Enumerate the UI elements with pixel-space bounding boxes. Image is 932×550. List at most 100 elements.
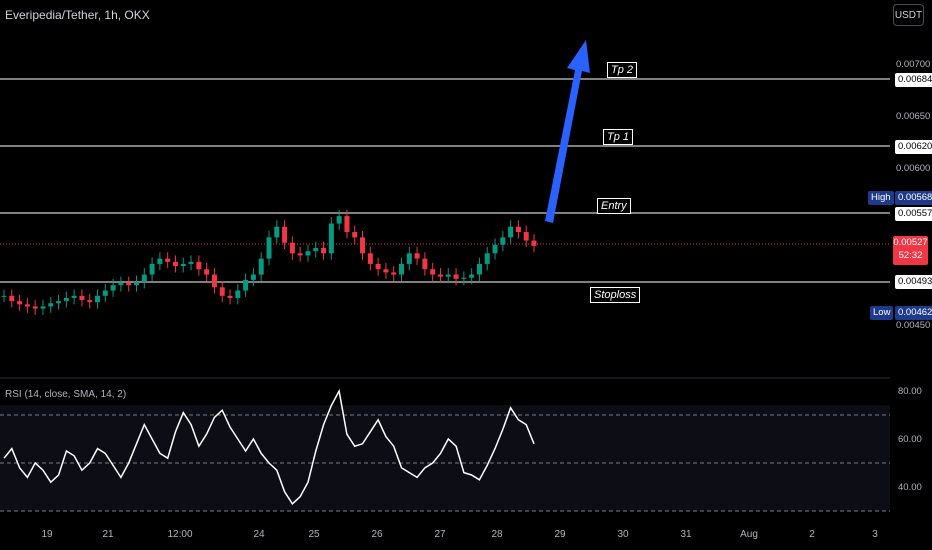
candle-body [445, 274, 451, 277]
candle-body [211, 274, 217, 288]
candle-body [305, 251, 311, 256]
candle-body [476, 263, 482, 275]
x-tick: 24 [253, 529, 265, 540]
candle-body [367, 253, 373, 264]
rsi-line [3, 388, 535, 505]
x-tick: Aug [740, 529, 758, 540]
candle-body [399, 263, 404, 275]
x-tick: 29 [554, 529, 566, 540]
candle-body [63, 297, 69, 302]
candle-body [17, 301, 23, 305]
candle-body [258, 258, 264, 275]
candle-body [196, 261, 202, 270]
currency-button[interactable]: USDT [893, 4, 924, 26]
candle-body [79, 295, 85, 301]
tp2-price-box: 0.00684 [895, 73, 932, 87]
rsi-tick: 60.00 [898, 434, 922, 445]
candle-body [235, 290, 241, 298]
tp2-label[interactable]: Tp 2 [607, 62, 638, 78]
rsi-band-background [0, 405, 890, 511]
candle-body [321, 247, 327, 254]
candle-body [360, 237, 366, 254]
x-tick: 21 [102, 529, 114, 540]
x-tick: 28 [491, 529, 503, 540]
x-tick: 12:00 [167, 529, 193, 540]
candle-body [102, 290, 108, 296]
price-tick: 0.00600 [896, 163, 931, 174]
candle-body [157, 258, 163, 264]
candle-body [95, 295, 101, 303]
candle-body [453, 274, 459, 279]
low-value: 0.00462 [895, 306, 932, 320]
candle-body [227, 295, 233, 298]
candle-body [406, 253, 412, 264]
candle-body [141, 274, 147, 282]
candle-body [188, 261, 194, 264]
price-tick: 0.00700 [896, 59, 931, 70]
candle-body [165, 258, 171, 262]
candle-body [313, 247, 319, 252]
price-tick: 0.00450 [896, 320, 931, 331]
candle-body [352, 232, 358, 238]
candle-body [461, 277, 467, 279]
stoploss-label[interactable]: Stoploss [590, 287, 641, 303]
candle-body [274, 226, 280, 238]
candle-body [243, 279, 249, 291]
candle-body [515, 226, 521, 233]
candle-body [149, 263, 155, 275]
candle-body [250, 274, 256, 280]
rsi-indicator-label[interactable]: RSI (14, close, SMA, 14, 2) [5, 389, 127, 400]
target-arrow[interactable] [545, 40, 590, 223]
candle-body [134, 282, 139, 286]
candle-body [56, 301, 62, 304]
x-tick: 25 [308, 529, 320, 540]
candle-body [48, 303, 54, 307]
current-price: 0.00527 [893, 237, 928, 248]
rsi-tick: 80.00 [898, 386, 922, 397]
candle-body [172, 261, 178, 267]
candle-body [375, 263, 381, 270]
rsi-tick: 40.00 [898, 482, 922, 493]
bar-countdown: 52:32 [898, 250, 923, 261]
candle-body [180, 263, 186, 267]
candle-body [110, 285, 116, 291]
entry-label[interactable]: Entry [597, 198, 631, 214]
symbol-title[interactable]: Everipedia/Tether, 1h, OKX [5, 8, 150, 22]
high-value: 0.00568 [895, 191, 932, 205]
candle-body [500, 237, 506, 245]
candle-body [289, 242, 295, 254]
current-price-box: 0.00527 52:32 [893, 236, 928, 265]
candle-body [71, 295, 77, 298]
candle-body [531, 240, 537, 246]
tp1-label[interactable]: Tp 1 [603, 129, 634, 145]
candle-body [266, 237, 272, 259]
tp1-price-box: 0.00620 [895, 140, 932, 154]
candle-body [469, 274, 475, 278]
candle-body [126, 283, 132, 286]
x-tick: 2 [809, 529, 815, 540]
x-tick: 27 [434, 529, 446, 540]
low-tag: Low [870, 306, 894, 320]
candle-body [508, 226, 514, 238]
candle-body [492, 244, 498, 254]
candle-body [383, 269, 389, 273]
candle-body [24, 304, 30, 307]
candle-body [437, 274, 443, 277]
candle-body [282, 226, 288, 243]
candle-body [523, 232, 529, 241]
entry-price-box: 0.00557 [895, 207, 932, 221]
candle-body [40, 306, 46, 309]
x-tick: 19 [41, 529, 53, 540]
x-tick: 3 [872, 529, 878, 540]
x-tick: 26 [371, 529, 383, 540]
high-tag: High [868, 191, 894, 205]
candle-body [219, 287, 225, 296]
x-tick: 30 [617, 529, 629, 540]
candle-body [391, 272, 397, 275]
candle-body [87, 300, 93, 303]
candle-body [430, 269, 436, 275]
candle-body [1, 295, 7, 297]
x-tick: 31 [680, 529, 692, 540]
